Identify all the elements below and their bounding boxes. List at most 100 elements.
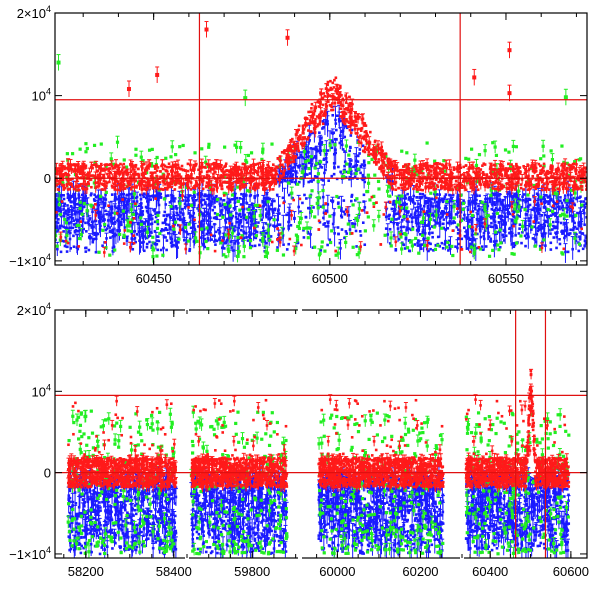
top-blue-point: [440, 198, 444, 202]
top-green-point: [483, 149, 487, 153]
top-red-point: [66, 241, 70, 245]
top-red-point: [87, 175, 91, 179]
top-blue-point: [200, 203, 204, 207]
top-green-point: [403, 231, 407, 236]
top-blue-point: [422, 204, 426, 208]
top-blue-point: [399, 229, 403, 233]
top-red-point: [178, 182, 181, 185]
top-blue-point: [297, 156, 300, 160]
top-blue-point: [72, 219, 76, 222]
top-blue-point: [445, 198, 449, 202]
top-blue-point: [164, 223, 168, 226]
top-blue-point: [304, 152, 308, 156]
top-blue-point: [219, 204, 222, 208]
top-green-point: [517, 205, 521, 209]
top-green-point: [124, 165, 129, 169]
top-blue-point: [447, 239, 451, 243]
top-green-point: [440, 226, 444, 230]
top-blue-point: [555, 231, 559, 235]
top-blue-point: [521, 198, 525, 202]
top-red-point: [579, 181, 583, 184]
top-blue-point: [404, 236, 408, 240]
top-blue-point: [80, 209, 83, 213]
top-blue-point: [503, 228, 507, 232]
top-blue-point: [542, 222, 546, 226]
top-green-point: [330, 229, 334, 233]
top-blue-point: [62, 230, 65, 233]
top-green-point: [526, 193, 530, 197]
top-red-point: [554, 168, 558, 172]
top-green-point: [206, 247, 210, 251]
top-red-point: [423, 162, 426, 166]
top-green-point: [151, 255, 155, 259]
top-red-point: [412, 187, 415, 191]
top-green-point: [77, 236, 81, 241]
top-blue-point: [189, 226, 193, 230]
top-blue-point: [56, 221, 60, 225]
top-blue-point: [162, 228, 166, 232]
top-blue-point: [192, 223, 196, 227]
top-blue-point: [332, 161, 336, 165]
top-blue-point: [414, 211, 417, 215]
top-blue-point: [462, 199, 465, 202]
top-blue-point: [178, 231, 181, 235]
top-green-point: [582, 180, 586, 184]
top-blue-point: [358, 152, 361, 155]
top-blue-point: [344, 124, 348, 128]
top-red-point: [334, 76, 338, 80]
top-blue-point: [209, 204, 213, 207]
top-blue-point: [69, 226, 72, 230]
top-blue-point: [422, 237, 425, 241]
top-blue-point: [111, 246, 115, 250]
top-blue-point: [200, 193, 204, 196]
top-red-point: [163, 186, 167, 190]
top-green-point: [345, 162, 349, 166]
top-red-point: [431, 177, 435, 181]
top-blue-point: [186, 204, 190, 207]
top-green-point: [55, 244, 59, 248]
top-blue-point: [474, 202, 478, 205]
top-green-point: [366, 173, 370, 177]
top-red-point: [528, 179, 531, 183]
top-green-point: [565, 198, 569, 203]
top-green-point: [433, 159, 437, 163]
top-blue-point: [220, 209, 224, 212]
top-red-point: [540, 202, 543, 206]
top-blue-point: [168, 201, 172, 204]
top-blue-point: [465, 229, 468, 232]
top-green-point: [452, 204, 456, 209]
top-blue-point: [319, 165, 322, 168]
top-green-point: [363, 229, 367, 233]
top-blue-point: [184, 195, 187, 199]
top-blue-point: [264, 203, 268, 206]
top-blue-point: [95, 211, 98, 215]
top-green-point: [239, 145, 243, 150]
top-blue-point: [59, 250, 63, 254]
top-blue-point: [259, 238, 262, 242]
top-green-point: [562, 213, 566, 217]
top-blue-point: [573, 221, 576, 225]
top-blue-point: [525, 213, 528, 216]
top-red-point: [580, 185, 584, 188]
top-blue-point: [344, 176, 348, 179]
top-blue-point: [165, 194, 168, 198]
top-blue-point: [218, 214, 222, 217]
top-blue-point: [416, 244, 420, 247]
top-green-point: [129, 229, 133, 233]
top-blue-point: [545, 207, 548, 211]
top-blue-point: [562, 199, 566, 202]
top-blue-point: [240, 192, 243, 196]
top-blue-point: [93, 199, 96, 203]
top-blue-point: [322, 157, 326, 161]
top-blue-point: [311, 147, 315, 151]
top-blue-point: [491, 215, 495, 219]
top-blue-point: [304, 172, 307, 176]
top-blue-point: [551, 220, 555, 224]
top-blue-point: [577, 223, 581, 227]
top-green-point: [104, 190, 108, 195]
top-red-point: [134, 179, 137, 182]
top-blue-point: [149, 198, 153, 201]
top-blue-point: [158, 194, 162, 198]
top-blue-point: [166, 228, 169, 232]
top-blue-point: [506, 215, 509, 219]
